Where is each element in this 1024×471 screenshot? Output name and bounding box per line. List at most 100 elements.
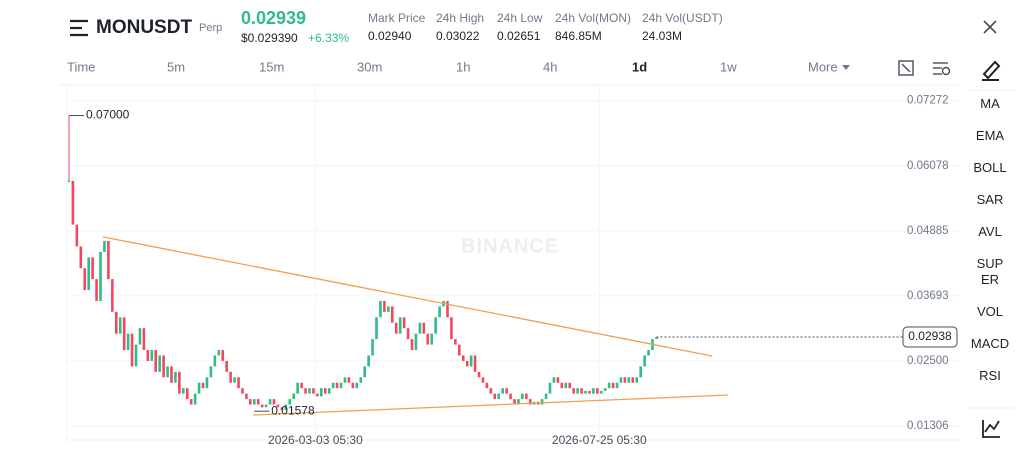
indicator-button[interactable]: VOL bbox=[976, 304, 1003, 319]
candle bbox=[465, 360, 469, 367]
candle bbox=[458, 344, 461, 356]
candle bbox=[576, 388, 579, 394]
candle bbox=[422, 322, 426, 334]
indicator-button[interactable]: RSI bbox=[979, 368, 1001, 383]
candle bbox=[615, 382, 619, 389]
indicator-button[interactable]: MACD bbox=[970, 336, 1010, 351]
indicator-button[interactable]: AVL bbox=[978, 224, 1002, 239]
candle bbox=[111, 279, 114, 312]
candle bbox=[418, 322, 422, 334]
candle bbox=[193, 393, 197, 405]
candle bbox=[473, 355, 477, 372]
candle bbox=[540, 399, 544, 405]
candle bbox=[379, 300, 382, 318]
candle bbox=[517, 399, 520, 405]
candle bbox=[91, 257, 94, 280]
stat-value: 846.85M bbox=[555, 29, 602, 43]
candle bbox=[525, 393, 528, 400]
stat-label: Mark Price bbox=[368, 11, 426, 25]
candle bbox=[501, 388, 504, 394]
timeframe-tab[interactable]: 15m bbox=[259, 59, 284, 74]
candle bbox=[146, 350, 150, 361]
candle bbox=[390, 306, 394, 323]
candle bbox=[588, 390, 591, 394]
timeframe-tab[interactable]: Time bbox=[67, 59, 95, 74]
candle bbox=[493, 393, 497, 400]
candle bbox=[284, 404, 288, 411]
candle bbox=[95, 279, 98, 301]
stat-value: 0.02940 bbox=[368, 29, 412, 43]
indicator-button[interactable]: SAR bbox=[976, 192, 1004, 207]
indicator-button[interactable]: MA bbox=[980, 96, 1000, 111]
y-tick-label: 0.07272 bbox=[907, 95, 949, 107]
candle bbox=[406, 328, 410, 340]
candle bbox=[323, 388, 327, 394]
symbol[interactable]: MONUSDT bbox=[96, 17, 192, 38]
stat-value: 24.03M bbox=[642, 29, 682, 43]
trendline bbox=[253, 394, 728, 416]
candle bbox=[521, 393, 524, 400]
indicator-button[interactable]: SUPER bbox=[976, 256, 1004, 287]
y-tick-label: 0.03693 bbox=[907, 290, 949, 302]
annotation-label: 0.07000 bbox=[86, 108, 130, 122]
candle bbox=[276, 404, 280, 408]
draw-icon[interactable] bbox=[982, 60, 1001, 81]
candle bbox=[477, 371, 481, 378]
stat-value: 0.02651 bbox=[497, 29, 541, 43]
candle bbox=[347, 377, 351, 383]
candle bbox=[229, 371, 232, 383]
candle bbox=[544, 393, 548, 400]
more-tab[interactable]: More bbox=[808, 59, 838, 74]
candle bbox=[107, 240, 110, 280]
timeframe-tab[interactable]: 1h bbox=[456, 59, 470, 74]
more-arrow bbox=[842, 65, 850, 70]
candle bbox=[410, 339, 414, 351]
timeframe-tab[interactable]: 1w bbox=[720, 59, 737, 74]
candle bbox=[383, 300, 386, 312]
candle bbox=[142, 328, 146, 351]
indicator-button[interactable]: EMA bbox=[975, 128, 1005, 143]
candle bbox=[150, 350, 154, 361]
candle bbox=[268, 399, 272, 405]
candle bbox=[300, 382, 303, 389]
candle bbox=[485, 382, 489, 389]
chart-type-icon[interactable] bbox=[982, 420, 1000, 438]
candle bbox=[611, 382, 615, 389]
candle bbox=[292, 393, 296, 400]
candle bbox=[79, 246, 83, 269]
candle bbox=[134, 344, 138, 367]
timeframe-tab[interactable]: 1d bbox=[632, 59, 647, 74]
timeframe-tab[interactable]: 5m bbox=[167, 59, 185, 74]
timeframe-tab[interactable]: 4h bbox=[543, 59, 557, 74]
candle bbox=[213, 355, 217, 367]
stat-value: 0.03022 bbox=[436, 29, 480, 43]
candle bbox=[528, 399, 532, 405]
candle bbox=[355, 382, 359, 389]
candle bbox=[126, 333, 130, 351]
close-icon[interactable] bbox=[983, 20, 997, 34]
candle bbox=[631, 377, 635, 383]
candle bbox=[130, 333, 134, 367]
candle bbox=[304, 388, 307, 394]
candle bbox=[264, 404, 268, 408]
candle bbox=[118, 317, 122, 334]
menu-icon[interactable] bbox=[70, 19, 88, 37]
indicator-button[interactable]: BOLL bbox=[973, 160, 1007, 175]
candle bbox=[603, 388, 607, 391]
candle bbox=[272, 399, 276, 405]
candle bbox=[241, 388, 244, 394]
candle bbox=[205, 377, 209, 389]
candle bbox=[335, 382, 339, 389]
y-tick-label: 0.01306 bbox=[907, 420, 949, 432]
chart-settings-icon[interactable] bbox=[898, 60, 914, 76]
candle bbox=[233, 377, 236, 383]
price-usd: $0.029390 bbox=[241, 31, 298, 45]
candle bbox=[249, 399, 252, 405]
candle bbox=[103, 240, 106, 252]
indicator-settings-icon[interactable] bbox=[933, 62, 951, 76]
candle bbox=[446, 300, 449, 318]
timeframe-tab[interactable]: 30m bbox=[357, 59, 382, 74]
candle bbox=[647, 350, 650, 356]
candle bbox=[461, 355, 465, 361]
candle bbox=[607, 382, 611, 389]
